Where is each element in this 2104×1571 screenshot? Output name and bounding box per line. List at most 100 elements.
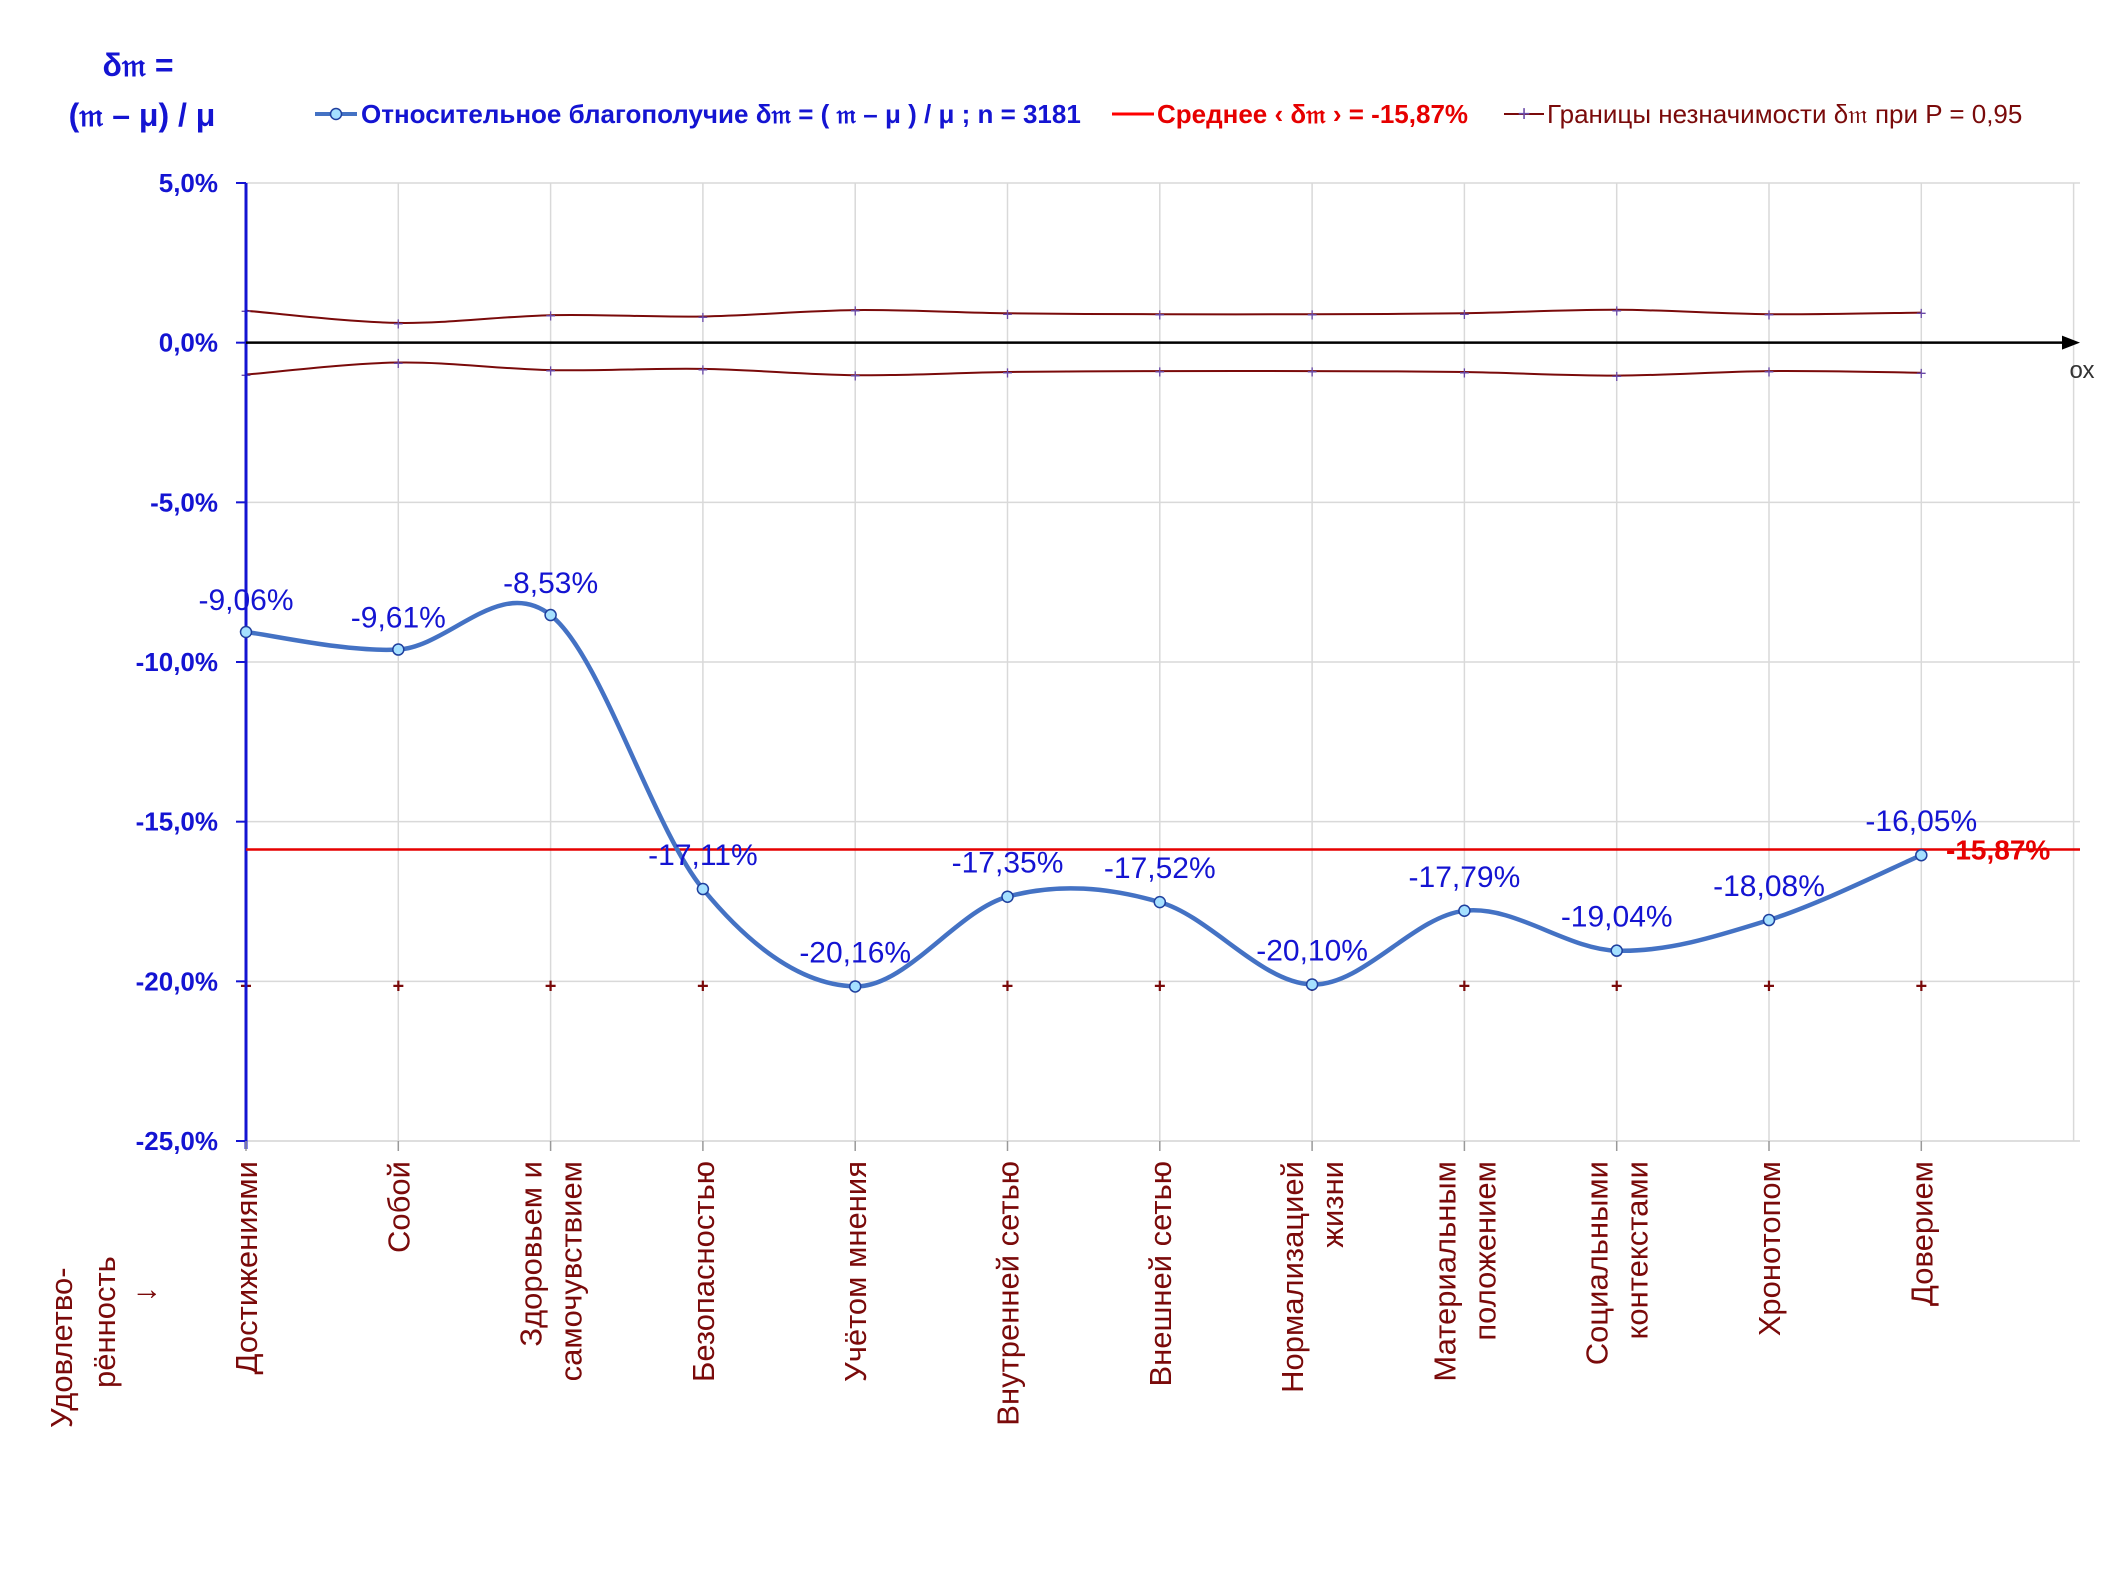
category-label: самочувствием: [554, 1161, 589, 1381]
lower-bound-marker: +: [545, 361, 556, 381]
lower-bound-line: [245, 361, 1922, 377]
y-tick-label: 0,0%: [159, 328, 218, 358]
series-point: [1458, 904, 1471, 918]
category-label: Здоровьем и: [514, 1161, 549, 1347]
series-point: [1915, 848, 1928, 862]
y-tick-label: -15,0%: [136, 807, 218, 837]
baseline-marker: +: [1915, 976, 1927, 998]
series-point: [1762, 913, 1776, 927]
y-tick-label: -5,0%: [150, 487, 218, 517]
series-data-label: -19,04%: [1561, 901, 1673, 934]
baseline-marker: +: [697, 976, 709, 998]
y-tick-label: 5,0%: [159, 168, 218, 198]
lower-bound-marker: +: [393, 353, 404, 373]
upper-bound-marker: +: [1459, 304, 1470, 324]
series-point: [1001, 890, 1014, 903]
legend-series-marker: [329, 107, 343, 121]
lower-bound-marker: +: [1459, 363, 1470, 383]
category-label: Внешней сетью: [1143, 1161, 1178, 1387]
x-axis-title-line2: рённость: [87, 1256, 122, 1388]
upper-bound-marker: +: [698, 307, 709, 327]
series-point: [1153, 895, 1167, 909]
upper-bound-marker: +: [1764, 305, 1775, 325]
legend: Относительное благополучие δ𝔪 = ( 𝔪 – μ …: [315, 99, 2022, 129]
x-axis-title: Удовлетво- рённость ↓: [44, 1256, 162, 1428]
x-axis-title-line1: Удовлетво-: [44, 1267, 79, 1428]
category-label: Безопасностью: [686, 1161, 721, 1382]
lower-bound-marker: +: [1002, 363, 1013, 383]
category-label: Достижениями: [229, 1161, 264, 1374]
upper-bound-line: [245, 308, 1922, 324]
y-axis-title-line2: (𝔪 – μ) / μ: [69, 97, 216, 133]
series-data-label: -18,08%: [1713, 870, 1825, 903]
baseline-marker: +: [1611, 976, 1623, 998]
lower-bound-marker: +: [1307, 362, 1318, 382]
series-point: [1610, 944, 1623, 957]
mean-data-label: -15,87%: [1946, 834, 2050, 865]
x-axis-name: ох: [2069, 357, 2094, 384]
upper-bound-marker: +: [850, 301, 861, 321]
category-label: Нормализацией: [1275, 1161, 1310, 1393]
upper-bound-marker: +: [1307, 305, 1318, 325]
zero-axis-arrow: [2062, 335, 2080, 350]
bounds-layer: ++++++++++++++++++++++++++++++++++++: [240, 301, 1927, 998]
upper-bound-marker: +: [1155, 305, 1166, 325]
series-data-label: -9,06%: [198, 584, 293, 617]
series-point: [696, 882, 710, 896]
category-label: Внутренней сетью: [991, 1161, 1026, 1426]
baseline-marker: +: [1154, 976, 1166, 998]
category-label: контекстами: [1620, 1161, 1655, 1340]
y-tick-label: -25,0%: [136, 1126, 218, 1156]
category-label: жизни: [1315, 1161, 1350, 1248]
upper-bound-marker: +: [1002, 304, 1013, 324]
legend-series-label: Относительное благополучие δ𝔪 = ( 𝔪 – μ …: [361, 99, 1081, 129]
upper-bound-marker: +: [1611, 301, 1622, 321]
lower-bound-marker: +: [1155, 362, 1166, 382]
series-data-label: -8,53%: [503, 567, 598, 600]
series-point: [544, 608, 557, 622]
series-point: [1305, 978, 1319, 991]
lower-bound-marker: +: [698, 360, 709, 380]
legend-mean-label: Среднее ‹ δ𝔪 › = -15,87%: [1157, 99, 1468, 129]
series-data-label: -16,05%: [1865, 805, 1977, 838]
y-tick-label: -20,0%: [136, 966, 218, 996]
series-data-label: -9,61%: [351, 602, 446, 635]
category-label: Доверием: [1904, 1161, 1939, 1306]
label-layer: 5,0% 0,0% -5,0% -10,0% -15,0% -20,0% -25,0% -15…: [136, 168, 2051, 1426]
lower-bound-marker: +: [1916, 364, 1927, 384]
lower-bound-marker: +: [1611, 367, 1622, 387]
category-label: Материальным: [1427, 1161, 1462, 1382]
y-axis-title-line1: δ𝔪 =: [102, 47, 173, 83]
category-label: Собой: [381, 1161, 416, 1253]
lower-bound-marker: +: [850, 366, 861, 386]
upper-bound-marker: +: [393, 314, 404, 334]
series-data-label: -17,79%: [1409, 861, 1521, 894]
series-data-label: -17,35%: [952, 847, 1064, 880]
upper-bound-marker: +: [545, 306, 556, 326]
upper-bound-marker: +: [1916, 304, 1927, 324]
legend-bounds-label: Границы незначимости δ𝔪 при P = 0,95: [1547, 99, 2022, 129]
series-point: [392, 643, 405, 656]
baseline-marker: +: [1002, 976, 1014, 998]
axis-layer: [236, 182, 2080, 1151]
baseline-marker: +: [1763, 976, 1775, 998]
baseline-marker: +: [545, 976, 557, 998]
category-label: Социальными: [1580, 1161, 1615, 1365]
x-axis-title-arrow: ↓: [127, 1287, 162, 1303]
series-data-label: -20,10%: [1256, 935, 1368, 968]
baseline-marker: +: [1459, 976, 1471, 998]
baseline-marker: +: [392, 976, 404, 998]
series-data-label: -17,52%: [1104, 852, 1216, 885]
lower-bound-marker: +: [1764, 362, 1775, 382]
series-data-label: -17,11%: [648, 839, 758, 872]
category-label: Учётом мнения: [838, 1161, 873, 1382]
y-tick-label: -10,0%: [136, 647, 218, 677]
category-label: положением: [1467, 1161, 1502, 1341]
series-point: [239, 625, 253, 639]
series-point: [848, 980, 862, 993]
series-layer: [239, 600, 1928, 993]
category-label: Хронотопом: [1752, 1161, 1787, 1336]
series-data-label: -20,16%: [799, 936, 911, 969]
legend-bounds-marker: +: [1518, 101, 1531, 126]
